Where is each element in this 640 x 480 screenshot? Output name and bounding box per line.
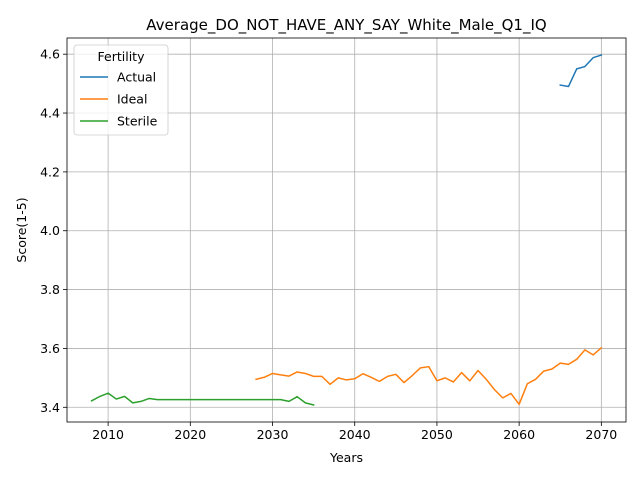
- x-tick-label: 2070: [585, 427, 617, 442]
- series-line-ideal: [255, 346, 603, 406]
- x-tick-label: 2060: [503, 427, 535, 442]
- y-tick-label: 4.4: [40, 106, 60, 121]
- legend-title: Fertility: [98, 49, 146, 64]
- series-line-actual: [559, 54, 603, 88]
- ticks: 2010 2020 2030 2040 2050 2060 2070 3.4 3.6 3.8 4.0…: [40, 47, 617, 442]
- axes-frame: [66, 37, 627, 423]
- x-tick-label: 2020: [174, 427, 206, 442]
- chart-title: Average_DO_NOT_HAVE_ANY_SAY_White_Male_Q…: [146, 16, 546, 35]
- series-layer: [90, 54, 603, 406]
- y-tick-label: 3.4: [40, 400, 60, 415]
- y-tick-label: 3.6: [40, 341, 60, 356]
- x-tick-label: 2040: [339, 427, 371, 442]
- series-line-sterile: [90, 392, 315, 406]
- legend: Fertility Actual Ideal Sterile: [73, 44, 169, 136]
- y-tick-label: 3.8: [40, 282, 60, 297]
- y-tick-label: 4.0: [40, 223, 60, 238]
- x-tick-label: 2010: [92, 427, 124, 442]
- grid: [67, 38, 626, 422]
- y-tick-label: 4.2: [40, 164, 60, 179]
- legend-label-sterile: Sterile: [117, 114, 158, 129]
- x-tick-label: 2030: [257, 427, 289, 442]
- x-axis-label: Years: [329, 450, 363, 465]
- legend-label-ideal: Ideal: [117, 92, 147, 107]
- legend-box: [73, 44, 169, 136]
- x-tick-label: 2050: [421, 427, 453, 442]
- y-axis-label: Score(1-5): [14, 197, 29, 262]
- legend-label-actual: Actual: [117, 70, 156, 85]
- y-tick-label: 4.6: [40, 47, 60, 62]
